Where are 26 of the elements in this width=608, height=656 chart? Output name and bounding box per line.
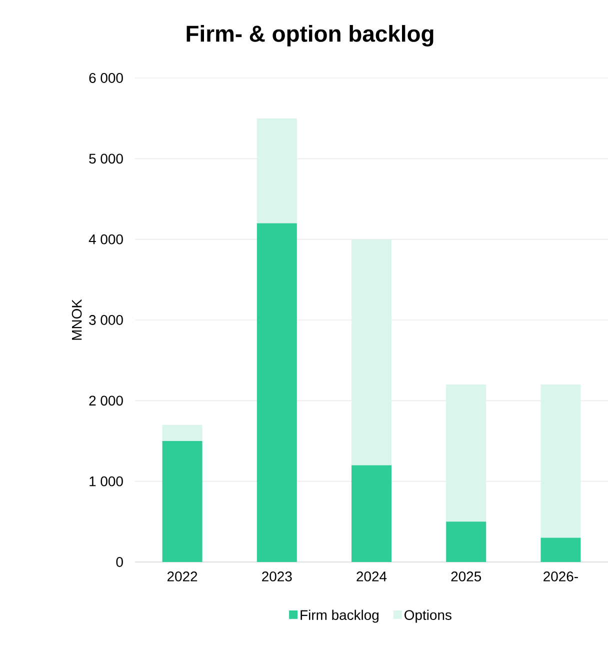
y-tick-label: 0	[116, 557, 123, 567]
y-tick-label: 3 000	[88, 315, 123, 325]
bar	[540, 384, 580, 538]
bar	[256, 223, 297, 562]
bar	[162, 441, 202, 562]
y-tick-label: 5 000	[88, 154, 123, 164]
y-tick-label: 2 000	[89, 396, 123, 406]
legend-label: Firm backlog	[300, 610, 378, 623]
bar	[256, 118, 297, 224]
y-tick-label: 6 000	[89, 73, 123, 83]
bar	[351, 465, 392, 562]
x-tick-label: 2023	[262, 572, 292, 582]
y-tick-label: 1 000	[89, 476, 123, 486]
bar	[162, 424, 202, 441]
bar	[540, 538, 580, 562]
bar	[446, 522, 486, 562]
legend-label: Options	[404, 610, 452, 623]
chart-title: Firm- & option backlog	[186, 25, 433, 47]
x-tick-label: 2022	[167, 572, 197, 582]
bar	[351, 239, 392, 466]
y-axis-title: MNOK	[72, 299, 82, 340]
y-tick-label: 4 000	[88, 234, 123, 244]
bar	[446, 384, 486, 522]
x-tick-label: 2026-	[543, 572, 578, 582]
x-tick-label: 2024	[356, 572, 386, 582]
x-tick-label: 2025	[451, 572, 481, 582]
